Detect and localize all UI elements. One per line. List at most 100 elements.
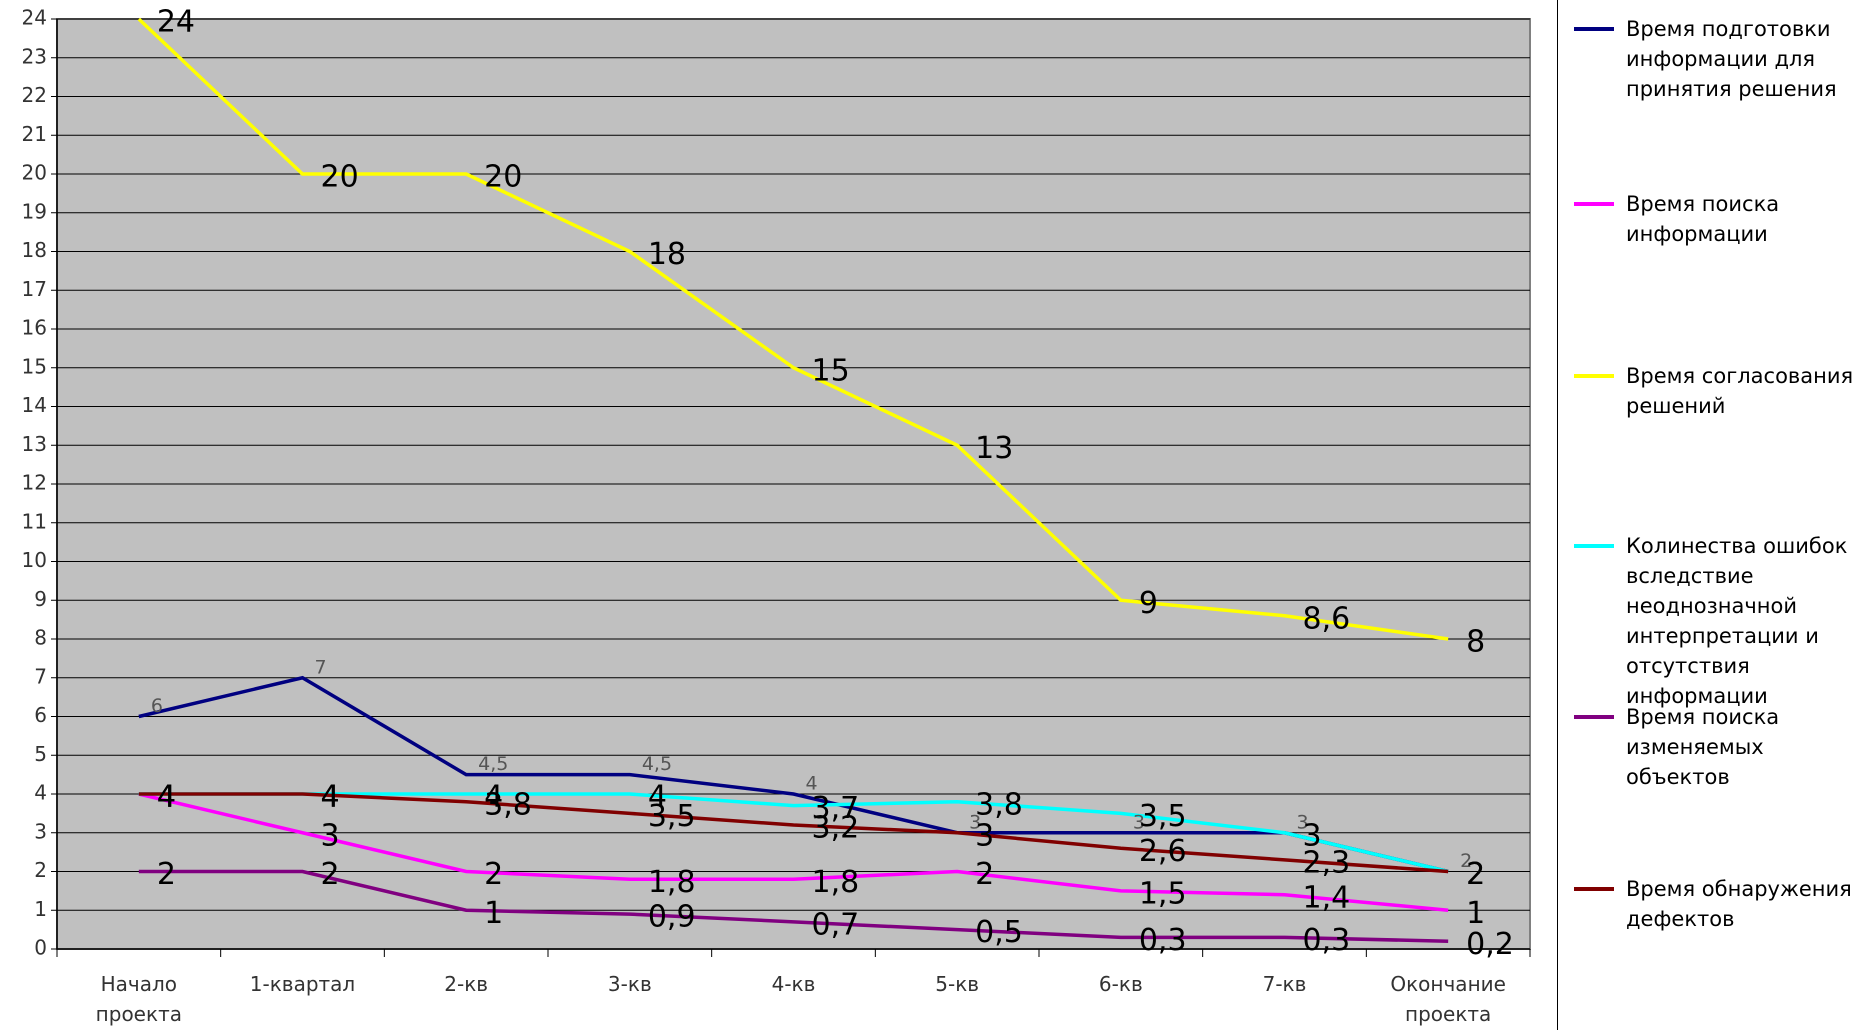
data-label: 18: [648, 237, 686, 272]
legend-label: Колинества ошибок вследствие неоднозначн…: [1626, 534, 1848, 708]
data-label: 6: [151, 695, 163, 717]
y-tick-label: 2: [34, 858, 47, 882]
legend-swatch: [1574, 202, 1614, 206]
legend-label: Время обнаружения дефектов: [1626, 877, 1852, 931]
chart: 0123456789101112131415161718192021222324…: [22, 5, 1531, 962]
series-line: [137, 17, 1449, 641]
data-label: 0,2: [1466, 927, 1514, 962]
y-tick-label: 4: [34, 781, 47, 805]
data-label: 4: [648, 780, 667, 815]
legend-item: Время согласования решений: [1574, 361, 1858, 421]
legend-item: Время подготовки информации для принятия…: [1574, 14, 1858, 104]
data-label: 9: [1139, 586, 1158, 621]
data-label: 24: [157, 5, 195, 40]
data-label: 7: [315, 656, 327, 678]
data-label: 4: [806, 773, 818, 795]
data-label: 1,8: [648, 865, 696, 900]
y-tick-label: 21: [22, 122, 47, 146]
y-tick-label: 19: [22, 199, 47, 223]
legend-label: Время поиска изменяемых объектов: [1626, 705, 1780, 789]
data-label: 2: [1466, 857, 1485, 892]
data-label: 3: [321, 818, 340, 853]
data-label: 13: [975, 431, 1013, 466]
data-label: 3: [1303, 818, 1322, 853]
y-tick-label: 13: [22, 432, 47, 456]
data-label: 2: [157, 857, 176, 892]
y-tick-label: 3: [34, 819, 47, 843]
data-label: 1: [1466, 896, 1485, 931]
legend-label: Время согласования решений: [1626, 364, 1854, 418]
data-label: 0,5: [975, 915, 1023, 950]
legend-label: Время подготовки информации для принятия…: [1626, 17, 1837, 101]
data-label: 20: [484, 160, 522, 195]
y-tick-label: 18: [22, 238, 47, 262]
legend-item: Время поиска информации: [1574, 189, 1858, 249]
data-label: 0,3: [1303, 923, 1351, 958]
data-label: 3,2: [812, 811, 860, 846]
data-label: 4: [321, 780, 340, 815]
legend: Время подготовки информации для принятия…: [1557, 0, 1860, 1030]
data-label: 0,3: [1139, 923, 1187, 958]
data-label: 3: [1297, 811, 1309, 833]
data-label: 2,6: [1139, 834, 1187, 869]
data-label: 8: [1466, 625, 1485, 660]
data-label: 2,3: [1303, 845, 1351, 880]
y-tick-label: 8: [34, 626, 47, 650]
x-tick-label: 6-кв: [1098, 972, 1143, 996]
data-label: 4: [157, 780, 176, 815]
data-label: 3,7: [812, 791, 860, 826]
y-tick-label: 1: [34, 897, 47, 921]
data-label: 0,9: [648, 900, 696, 935]
data-label: 8,6: [1303, 601, 1351, 636]
y-tick-label: 14: [22, 393, 47, 417]
y-tick-label: 10: [22, 548, 47, 572]
data-label: 2: [1466, 857, 1485, 892]
data-label: 1,5: [1139, 876, 1187, 911]
data-label: 3,8: [975, 787, 1023, 822]
data-label: 2: [1460, 850, 1472, 872]
legend-label: Время поиска информации: [1626, 192, 1780, 246]
series-line: [138, 792, 1449, 874]
legend-swatch: [1574, 374, 1614, 378]
y-tick-label: 20: [22, 161, 47, 185]
y-tick-label: 23: [22, 44, 47, 68]
data-label: 4,5: [478, 753, 508, 775]
y-tick-label: 0: [34, 936, 47, 960]
legend-item: Время поиска изменяемых объектов: [1574, 702, 1858, 792]
x-tick-label: 5-кв: [935, 972, 980, 996]
legend-swatch: [1574, 27, 1614, 31]
y-tick-label: 16: [22, 316, 47, 340]
series-line: [138, 869, 1449, 943]
data-label: 4: [157, 780, 176, 815]
data-label: 2: [321, 857, 340, 892]
data-label: 3,8: [484, 787, 532, 822]
y-tick-label: 24: [22, 6, 47, 30]
data-label: 3: [969, 811, 981, 833]
y-tick-label: 22: [22, 83, 47, 107]
y-tick-label: 7: [34, 664, 47, 688]
x-tick-label: 4-кв: [771, 972, 816, 996]
series-line: [138, 792, 1449, 912]
data-label: 15: [812, 353, 850, 388]
legend-swatch: [1574, 544, 1614, 548]
data-label: 4: [321, 780, 340, 815]
data-label: 3,5: [1139, 799, 1187, 834]
x-tick-label: 2-кв: [444, 972, 489, 996]
series-line: [138, 675, 1449, 874]
data-label: 1,4: [1303, 880, 1351, 915]
legend-swatch: [1574, 715, 1614, 719]
legend-item: Колинества ошибок вследствие неоднозначн…: [1574, 531, 1858, 711]
y-tick-label: 17: [22, 277, 47, 301]
x-tick-label: 1-квартал: [249, 972, 356, 996]
y-tick-label: 11: [22, 509, 47, 533]
data-label: 20: [321, 160, 359, 195]
data-label: 1: [484, 896, 503, 931]
data-label: 0,7: [812, 907, 860, 942]
y-tick-label: 6: [34, 703, 47, 727]
data-label: 3: [975, 818, 994, 853]
x-tick-label: Окончание проекта: [1390, 972, 1506, 1026]
data-label: 2: [484, 857, 503, 892]
legend-item: Время обнаружения дефектов: [1574, 874, 1858, 934]
series-line: [138, 792, 1449, 874]
